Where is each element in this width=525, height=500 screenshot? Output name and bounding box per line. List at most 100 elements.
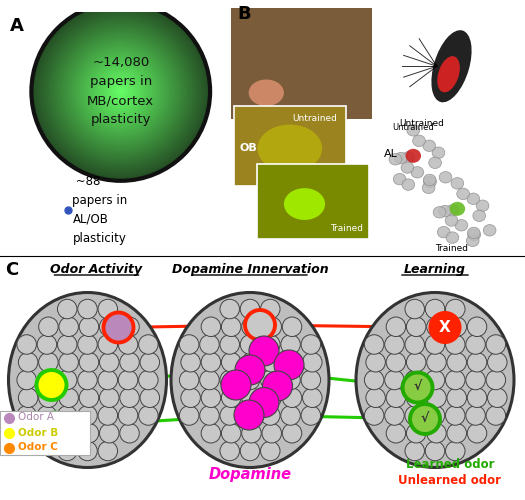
Circle shape [281, 335, 300, 354]
Circle shape [87, 58, 154, 125]
Circle shape [66, 36, 175, 146]
Circle shape [439, 172, 452, 183]
Circle shape [242, 424, 261, 443]
Circle shape [405, 406, 425, 425]
Circle shape [220, 441, 239, 460]
Circle shape [425, 370, 445, 390]
Circle shape [201, 424, 220, 443]
Circle shape [386, 352, 406, 372]
Circle shape [466, 370, 485, 390]
Text: Untrained: Untrained [292, 114, 337, 123]
Circle shape [97, 68, 144, 115]
Circle shape [302, 388, 322, 407]
Circle shape [84, 54, 158, 128]
Circle shape [447, 352, 467, 372]
Circle shape [64, 34, 178, 148]
Circle shape [425, 441, 445, 460]
Circle shape [93, 64, 149, 120]
Circle shape [423, 174, 436, 186]
Circle shape [118, 406, 138, 425]
Circle shape [281, 370, 300, 390]
Circle shape [59, 317, 78, 336]
Circle shape [385, 406, 404, 425]
Circle shape [468, 229, 480, 240]
Circle shape [112, 82, 130, 100]
Circle shape [79, 317, 99, 336]
Circle shape [57, 441, 77, 460]
Circle shape [446, 370, 465, 390]
Circle shape [40, 11, 201, 172]
Circle shape [76, 47, 165, 136]
Circle shape [425, 335, 445, 354]
Circle shape [62, 34, 179, 150]
Text: √: √ [413, 381, 422, 394]
Circle shape [103, 74, 139, 110]
Circle shape [201, 352, 220, 372]
Circle shape [46, 16, 196, 167]
Circle shape [389, 154, 402, 165]
Circle shape [120, 90, 122, 92]
Circle shape [57, 28, 184, 155]
Circle shape [364, 335, 384, 354]
Circle shape [476, 200, 489, 211]
Text: Learning: Learning [404, 262, 466, 276]
Circle shape [78, 441, 97, 460]
Circle shape [385, 335, 404, 354]
Circle shape [282, 317, 302, 336]
Circle shape [18, 352, 38, 372]
Circle shape [39, 388, 58, 407]
Circle shape [60, 31, 181, 152]
Circle shape [467, 227, 480, 238]
Circle shape [57, 300, 77, 319]
Ellipse shape [284, 188, 325, 220]
Circle shape [395, 152, 407, 164]
Circle shape [262, 352, 281, 372]
Circle shape [423, 140, 436, 151]
Circle shape [466, 406, 485, 425]
Circle shape [366, 352, 385, 372]
Circle shape [446, 441, 465, 460]
Circle shape [282, 352, 302, 372]
Circle shape [35, 6, 207, 178]
Circle shape [70, 41, 171, 141]
Circle shape [401, 162, 414, 173]
Text: Learned odor: Learned odor [406, 458, 494, 470]
Circle shape [403, 372, 433, 402]
Circle shape [79, 50, 162, 133]
Circle shape [71, 42, 170, 140]
Circle shape [486, 406, 506, 425]
Circle shape [120, 388, 139, 407]
Circle shape [111, 82, 131, 102]
Circle shape [37, 406, 57, 425]
Circle shape [484, 224, 496, 236]
Text: AL: AL [384, 148, 398, 158]
Circle shape [41, 12, 200, 170]
Bar [0, 411, 90, 455]
Circle shape [405, 149, 421, 163]
Circle shape [98, 69, 143, 114]
Text: Untrained: Untrained [393, 124, 435, 132]
Circle shape [140, 388, 160, 407]
Circle shape [100, 70, 142, 112]
Ellipse shape [171, 292, 329, 468]
Circle shape [406, 388, 426, 407]
Circle shape [109, 79, 133, 104]
Circle shape [65, 36, 176, 148]
Circle shape [57, 370, 77, 390]
Circle shape [89, 60, 152, 122]
Circle shape [59, 424, 78, 443]
Circle shape [110, 80, 132, 102]
Circle shape [39, 424, 58, 443]
Circle shape [301, 370, 321, 390]
Circle shape [262, 371, 292, 401]
Circle shape [201, 317, 220, 336]
Circle shape [466, 235, 479, 246]
Circle shape [88, 59, 153, 124]
Circle shape [467, 193, 480, 204]
Circle shape [429, 157, 442, 168]
Circle shape [181, 388, 201, 407]
Circle shape [181, 352, 201, 372]
Text: √: √ [421, 412, 429, 426]
Circle shape [222, 424, 241, 443]
Circle shape [98, 406, 118, 425]
